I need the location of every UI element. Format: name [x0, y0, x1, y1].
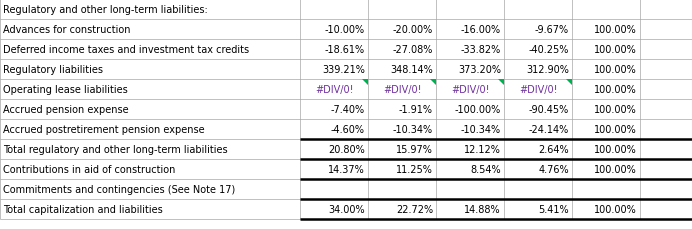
Text: 8.54%: 8.54% — [471, 164, 501, 174]
Text: -10.34%: -10.34% — [461, 124, 501, 134]
Text: Deferred income taxes and investment tax credits: Deferred income taxes and investment tax… — [3, 45, 249, 55]
Text: Regulatory and other long-term liabilities:: Regulatory and other long-term liabiliti… — [3, 5, 208, 15]
Text: -40.25%: -40.25% — [529, 45, 569, 55]
Text: 22.72%: 22.72% — [396, 204, 433, 214]
Text: Total capitalization and liabilities: Total capitalization and liabilities — [3, 204, 163, 214]
Text: #DIV/0!: #DIV/0! — [519, 85, 557, 95]
Text: Accrued postretirement pension expense: Accrued postretirement pension expense — [3, 124, 205, 134]
Text: -4.60%: -4.60% — [331, 124, 365, 134]
Text: -24.14%: -24.14% — [529, 124, 569, 134]
Text: #DIV/0!: #DIV/0! — [315, 85, 353, 95]
Text: -20.00%: -20.00% — [393, 25, 433, 35]
Text: Regulatory liabilities: Regulatory liabilities — [3, 65, 103, 75]
Text: 100.00%: 100.00% — [594, 25, 637, 35]
Polygon shape — [498, 80, 504, 86]
Text: -10.00%: -10.00% — [325, 25, 365, 35]
Text: 100.00%: 100.00% — [594, 204, 637, 214]
Text: 14.37%: 14.37% — [328, 164, 365, 174]
Text: Advances for construction: Advances for construction — [3, 25, 131, 35]
Text: 339.21%: 339.21% — [322, 65, 365, 75]
Text: 20.80%: 20.80% — [328, 144, 365, 154]
Text: 34.00%: 34.00% — [329, 204, 365, 214]
Text: -16.00%: -16.00% — [461, 25, 501, 35]
Text: 348.14%: 348.14% — [390, 65, 433, 75]
Text: #DIV/0!: #DIV/0! — [383, 85, 421, 95]
Text: 12.12%: 12.12% — [464, 144, 501, 154]
Text: -10.34%: -10.34% — [393, 124, 433, 134]
Text: 15.97%: 15.97% — [396, 144, 433, 154]
Text: 100.00%: 100.00% — [594, 65, 637, 75]
Text: -18.61%: -18.61% — [325, 45, 365, 55]
Polygon shape — [566, 80, 572, 86]
Text: 100.00%: 100.00% — [594, 144, 637, 154]
Text: -27.08%: -27.08% — [392, 45, 433, 55]
Text: -1.91%: -1.91% — [399, 105, 433, 114]
Polygon shape — [430, 80, 436, 86]
Text: Accrued pension expense: Accrued pension expense — [3, 105, 129, 114]
Text: 373.20%: 373.20% — [458, 65, 501, 75]
Text: -33.82%: -33.82% — [461, 45, 501, 55]
Text: 11.25%: 11.25% — [396, 164, 433, 174]
Text: 100.00%: 100.00% — [594, 164, 637, 174]
Text: 14.88%: 14.88% — [464, 204, 501, 214]
Text: Contributions in aid of construction: Contributions in aid of construction — [3, 164, 175, 174]
Text: -100.00%: -100.00% — [455, 105, 501, 114]
Text: 312.90%: 312.90% — [526, 65, 569, 75]
Polygon shape — [362, 80, 368, 86]
Text: Total regulatory and other long-term liabilities: Total regulatory and other long-term lia… — [3, 144, 228, 154]
Text: 100.00%: 100.00% — [594, 124, 637, 134]
Text: -9.67%: -9.67% — [535, 25, 569, 35]
Text: -7.40%: -7.40% — [331, 105, 365, 114]
Text: Operating lease liabilities: Operating lease liabilities — [3, 85, 128, 95]
Text: 100.00%: 100.00% — [594, 105, 637, 114]
Text: -90.45%: -90.45% — [529, 105, 569, 114]
Text: 100.00%: 100.00% — [594, 45, 637, 55]
Text: Commitments and contingencies (See Note 17): Commitments and contingencies (See Note … — [3, 184, 235, 194]
Text: 100.00%: 100.00% — [594, 85, 637, 95]
Text: 4.76%: 4.76% — [538, 164, 569, 174]
Text: #DIV/0!: #DIV/0! — [450, 85, 489, 95]
Text: 2.64%: 2.64% — [538, 144, 569, 154]
Text: 5.41%: 5.41% — [538, 204, 569, 214]
